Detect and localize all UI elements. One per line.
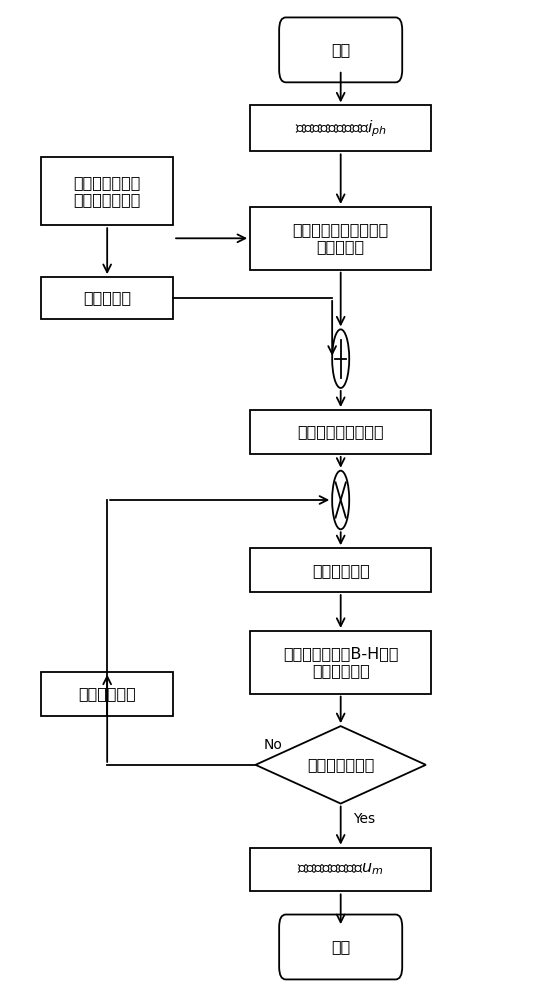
Bar (41, 277, 173, 319)
Bar (41, 672, 173, 716)
Bar (250, 548, 431, 592)
Text: 根据铁磁材料的B-H曲线
计算饱和系数: 根据铁磁材料的B-H曲线 计算饱和系数 (283, 646, 398, 678)
FancyBboxPatch shape (279, 17, 402, 82)
Polygon shape (255, 726, 426, 804)
Bar (250, 848, 431, 891)
Text: 永磁电机的端电压$u_m$: 永磁电机的端电压$u_m$ (297, 862, 384, 877)
Text: 开始: 开始 (331, 42, 350, 57)
Text: 定、转子磁动势之差: 定、转子磁动势之差 (297, 424, 384, 439)
Bar (250, 105, 431, 151)
Bar (250, 631, 431, 694)
Text: 结束: 结束 (331, 939, 350, 954)
Text: 内置式永磁同步
电机的几何结构: 内置式永磁同步 电机的几何结构 (73, 175, 141, 207)
Bar (250, 410, 431, 454)
Ellipse shape (332, 471, 349, 529)
FancyBboxPatch shape (279, 915, 402, 979)
Bar (41, 157, 173, 225)
Text: 气隙磁场分布: 气隙磁场分布 (312, 563, 370, 578)
Text: 基于绕组函数理论建立
定子磁动势: 基于绕组函数理论建立 定子磁动势 (292, 222, 389, 255)
Ellipse shape (332, 329, 349, 388)
Bar (250, 207, 431, 270)
Text: 转子磁动势: 转子磁动势 (83, 290, 131, 305)
Text: Yes: Yes (353, 812, 375, 826)
Text: 永磁电机的谐波电流$i_{ph}$: 永磁电机的谐波电流$i_{ph}$ (295, 118, 387, 139)
Text: No: No (264, 738, 282, 752)
Text: 修正气隙磁导: 修正气隙磁导 (78, 686, 136, 701)
Text: 饱和系数收敛？: 饱和系数收敛？ (307, 757, 375, 772)
